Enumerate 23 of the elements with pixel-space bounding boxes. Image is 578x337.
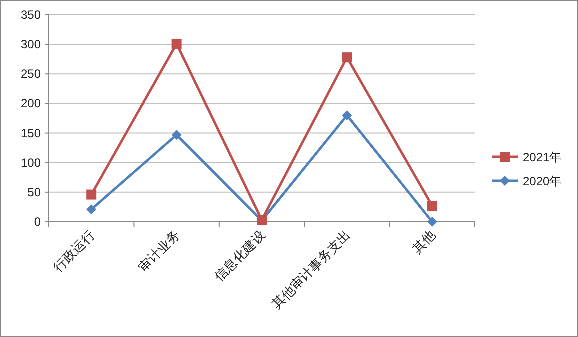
- point: [427, 201, 438, 212]
- y-tick-label: 300: [20, 38, 42, 52]
- y-tick-label: 100: [20, 156, 42, 170]
- point: [427, 217, 438, 227]
- legend-label: 2020年: [523, 174, 562, 188]
- point: [86, 190, 97, 200]
- x-tick-label: 审计业务: [136, 228, 183, 275]
- y-tick-label: 350: [20, 8, 42, 22]
- point: [86, 204, 97, 215]
- x-tick-label: 行政运行: [50, 228, 98, 275]
- point: [342, 110, 352, 121]
- x-tick-label: 其他审计事务支出: [269, 228, 354, 312]
- y-tick-label: 200: [20, 96, 42, 111]
- point: [342, 52, 352, 63]
- legend-label: 2021年: [523, 150, 562, 164]
- x-tick-label: 信息化建设: [212, 228, 268, 284]
- y-tick-label: 250: [20, 67, 42, 82]
- y-tick-label: 150: [20, 126, 42, 140]
- point: [172, 38, 182, 49]
- point: [172, 130, 182, 140]
- y-tick-label: 50: [28, 185, 42, 200]
- x-tick-label: 其他: [410, 228, 439, 257]
- y-tick-label: 0: [34, 215, 42, 229]
